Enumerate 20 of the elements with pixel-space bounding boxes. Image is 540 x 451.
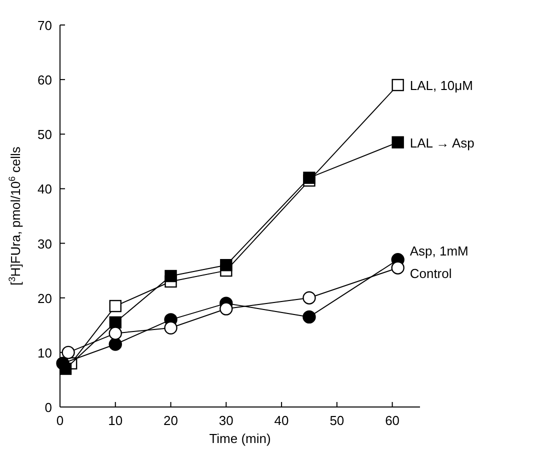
x-tick-label: 20 — [164, 413, 178, 428]
series-label: Control — [410, 266, 452, 281]
y-tick-label: 60 — [38, 72, 52, 88]
x-tick-label: 60 — [385, 413, 400, 428]
series-label: LAL → Asp — [410, 135, 474, 150]
x-tick-label: 50 — [330, 413, 344, 428]
y-tick-label: 50 — [38, 127, 52, 142]
x-tick-label: 0 — [56, 413, 64, 428]
y-tick-label: 40 — [38, 182, 52, 197]
y-tick-label: 10 — [38, 345, 52, 360]
series-label: Asp, 1mM — [410, 244, 468, 259]
x-tick-label: 30 — [218, 413, 234, 428]
y-tick-label: 30 — [38, 236, 52, 252]
y-tick-label: 70 — [38, 18, 52, 33]
series-label: LAL, 10μM — [410, 78, 473, 94]
y-tick-label: 0 — [44, 400, 52, 415]
x-tick-label: 10 — [108, 413, 123, 428]
y-tick-label: 20 — [38, 290, 52, 306]
x-tick-label: 40 — [274, 413, 289, 428]
x-axis-title: Time (min) — [209, 431, 271, 446]
